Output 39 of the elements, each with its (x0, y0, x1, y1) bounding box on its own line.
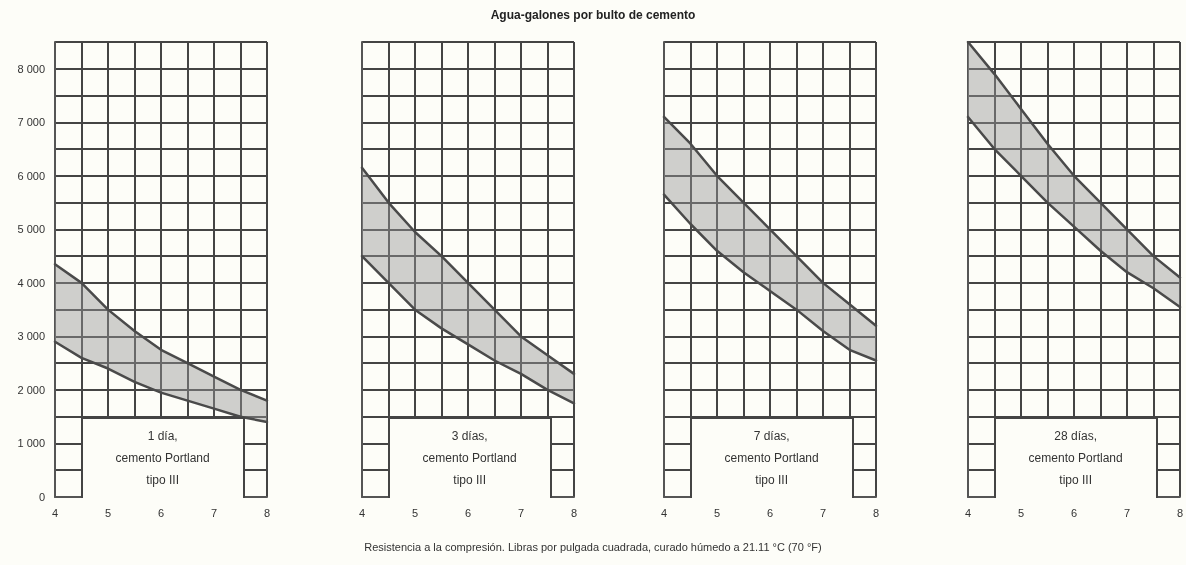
y-tick-label: 8 000 (17, 62, 45, 75)
chart-title: Agua-galones por bulto de cemento (489, 8, 697, 22)
x-tick-label: 8 (1176, 506, 1183, 519)
y-tick-label: 0 (38, 491, 45, 503)
y-tick-label: 4 000 (17, 276, 45, 289)
x-tick-label: 7 (210, 506, 218, 519)
x-tick-label: 8 (570, 506, 578, 519)
caption-box: 28 días, cemento Portland tipo III (993, 416, 1158, 498)
annotation: 7 días, cemento Portland tipo III (724, 428, 819, 490)
x-tick-label: 4 (51, 506, 59, 519)
x-tick-label: 6 (157, 506, 165, 519)
y-tick-label: 6 000 (17, 169, 45, 182)
annotation: 1 día, cemento Portland tipo III (115, 428, 210, 490)
x-tick-label: 6 (464, 506, 472, 519)
x-tick-label: 4 (660, 506, 668, 519)
caption-box: 3 días, cemento Portland tipo III (387, 416, 552, 498)
x-tick-label: 4 (358, 506, 366, 519)
y-tick-label: 2 000 (17, 383, 45, 396)
caption-box: 7 días, cemento Portland tipo III (689, 416, 854, 498)
x-tick-label: 6 (1070, 506, 1078, 519)
y-tick-label: 1 000 (17, 437, 45, 450)
y-tick-label: 7 000 (17, 116, 45, 129)
x-axis-title: Resistencia a la compresión. Libras por pulgada cuadrada, curado húmedo a 21.11 °C (70 °F) (363, 541, 823, 553)
x-tick-label: 5 (104, 506, 112, 519)
y-tick-label: 5 000 (17, 223, 45, 236)
x-tick-label: 5 (713, 506, 721, 519)
x-tick-label: 7 (819, 506, 827, 519)
caption-box: 1 día, cemento Portland tipo III (80, 416, 245, 498)
x-tick-label: 8 (263, 506, 271, 519)
annotation: 28 días, cemento Portland tipo III (1028, 428, 1123, 490)
y-tick-label: 3 000 (17, 330, 45, 343)
x-tick-label: 7 (517, 506, 525, 519)
x-tick-label: 8 (872, 506, 880, 519)
x-tick-label: 5 (1017, 506, 1025, 519)
annotation: 3 días, cemento Portland tipo III (422, 428, 517, 490)
x-tick-label: 7 (1123, 506, 1131, 519)
x-tick-label: 5 (411, 506, 419, 519)
x-tick-label: 4 (964, 506, 972, 519)
x-tick-label: 6 (766, 506, 774, 519)
